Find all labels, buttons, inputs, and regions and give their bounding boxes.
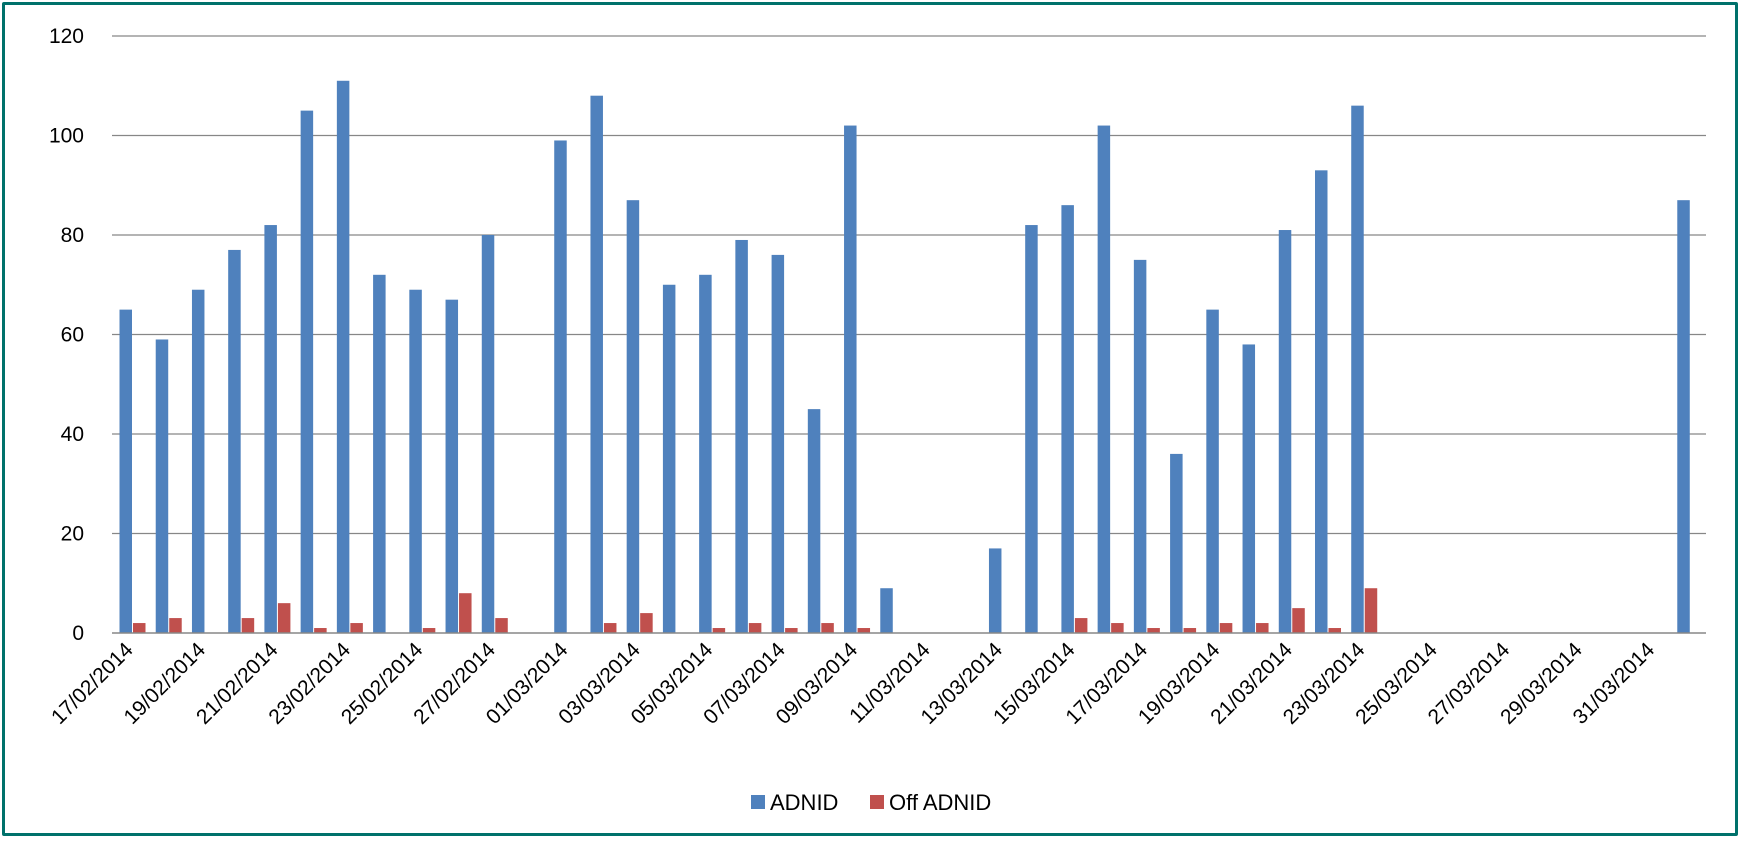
bar-adnid [771, 254, 785, 633]
bar-off-adnid [241, 618, 255, 633]
bar-adnid [228, 249, 241, 634]
y-tick-label: 120 [49, 25, 84, 48]
bar-off-adnid [748, 623, 762, 633]
bar-adnid [1351, 105, 1364, 633]
bar-off-adnid [857, 628, 871, 633]
bar-off-adnid [314, 628, 327, 633]
bar-adnid [1097, 125, 1111, 634]
bar-adnid [988, 548, 1002, 633]
bar-adnid [1315, 170, 1328, 633]
bar-off-adnid [277, 603, 291, 633]
bar-adnid [1170, 453, 1183, 633]
y-axis-tick-labels: 0 20 40 60 80 100 120 [49, 25, 84, 645]
bar-off-adnid [1183, 628, 1197, 633]
bar-adnid [554, 140, 567, 633]
y-tick-label: 40 [61, 423, 84, 446]
bar-off-adnid [603, 623, 617, 633]
bar-adnid [1206, 309, 1219, 633]
y-tick-label: 20 [61, 523, 84, 546]
bar-off-adnid [640, 613, 653, 633]
bar-off-adnid [1364, 588, 1378, 633]
bar-off-adnid [785, 628, 798, 633]
legend: ADNID Off ADNID [751, 790, 991, 815]
bar-adnid [699, 274, 712, 633]
bar-adnid [880, 588, 893, 633]
bar-off-adnid [422, 628, 436, 633]
bar-adnid [626, 200, 640, 634]
gridlines [112, 35, 1706, 535]
bar-adnid [590, 95, 603, 633]
bar-adnid [1278, 230, 1292, 633]
bar-off-adnid [821, 623, 834, 633]
bar-adnid [1025, 225, 1038, 634]
y-tick-label: 100 [49, 125, 84, 148]
bar-adnid [119, 309, 132, 633]
legend-label-off-adnid: Off ADNID [889, 790, 991, 815]
bar-off-adnid [1292, 608, 1305, 633]
bars [119, 80, 1690, 634]
bar-adnid [336, 80, 350, 633]
bar-off-adnid [1147, 628, 1160, 633]
bar-adnid [662, 284, 676, 633]
legend-swatch-adnid [751, 795, 765, 809]
bar-off-adnid [350, 623, 363, 633]
y-tick-label: 80 [61, 224, 84, 247]
bar-off-adnid [495, 618, 508, 633]
bar-adnid [300, 110, 314, 633]
bar-adnid [481, 235, 495, 633]
x-axis-tick-labels: 17/02/201419/02/201421/02/201423/02/2014… [47, 638, 1659, 729]
bar-adnid [445, 299, 459, 633]
bar-off-adnid [459, 593, 472, 633]
bar-off-adnid [1328, 628, 1341, 633]
y-tick-label: 60 [61, 324, 84, 347]
bar-adnid [409, 289, 422, 633]
bar-adnid [1061, 205, 1074, 633]
bar-off-adnid [1219, 623, 1233, 633]
bar-off-adnid [1074, 618, 1088, 633]
bar-off-adnid [712, 628, 726, 633]
bar-adnid [155, 339, 169, 633]
bar-adnid [1677, 200, 1690, 634]
bar-off-adnid [1256, 623, 1269, 633]
bar-adnid [1133, 259, 1147, 633]
bar-off-adnid [1111, 623, 1124, 633]
legend-swatch-off-adnid [870, 795, 884, 809]
bar-off-adnid [169, 618, 182, 633]
bar-adnid [264, 225, 277, 634]
bar-adnid [844, 125, 857, 634]
legend-label-adnid: ADNID [770, 790, 838, 815]
bar-off-adnid [133, 623, 146, 633]
bar-adnid [735, 239, 748, 633]
bar-adnid [191, 289, 205, 633]
y-tick-label: 0 [72, 622, 84, 645]
bar-adnid [807, 409, 821, 633]
bar-adnid [1242, 344, 1256, 633]
bar-adnid [373, 274, 386, 633]
